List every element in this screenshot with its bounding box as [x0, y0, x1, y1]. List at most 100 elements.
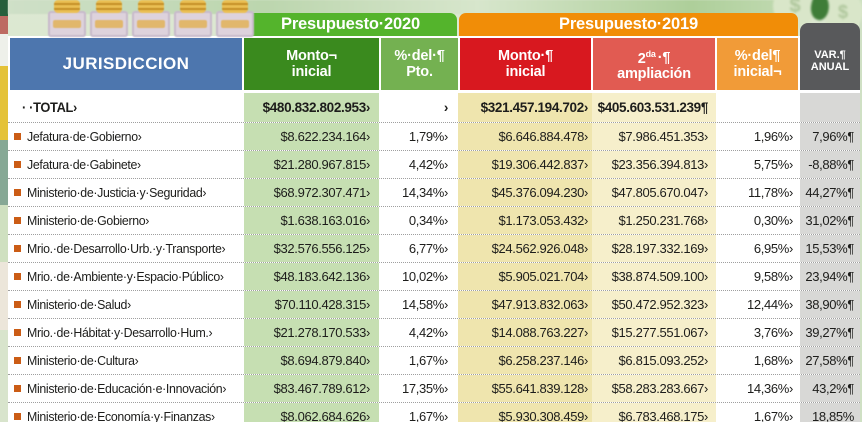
total-monto-2019: $321.457.194.702›	[458, 93, 592, 122]
bill-stack-icon	[216, 11, 254, 37]
bullet-icon	[14, 245, 21, 252]
monto-inicial-2019-value: $5.930.308.459›	[458, 403, 592, 422]
column-header-segunda-ampliacion: 2da ·¶ ampliación	[593, 38, 715, 90]
table-row: Ministerio·de·Salud› $70.110.428.315› 14…	[8, 291, 860, 319]
bullet-icon	[14, 217, 21, 224]
var-anual-value: 43,2%¶	[800, 375, 860, 402]
header-line: Monto¬	[286, 48, 337, 64]
total-pct-pto: ›	[443, 100, 449, 115]
table-row: Ministerio·de·Justicia·y·Seguridad› $68.…	[8, 179, 860, 207]
segunda-ampliacion-value: $6.815.093.252›	[592, 347, 716, 374]
pct-del-pto-value: 1,79%›	[408, 129, 448, 144]
row-label-cell: Jefatura·de·Gabinete›	[8, 151, 244, 178]
segunda-ampliacion-value: $50.472.952.323›	[592, 291, 716, 318]
jurisdiction-label: Ministerio·de·Gobierno›	[27, 213, 150, 228]
column-header-var-anual: VAR.¶ ANUAL	[800, 23, 860, 90]
pct-del-pto-value: 4,42%›	[408, 325, 448, 340]
row-label-cell: Ministerio·de·Economía·y·Finanzas›	[8, 403, 244, 422]
var-anual-value: 44,27%¶	[800, 179, 860, 206]
jurisdiction-label: Jefatura·de·Gabinete›	[27, 157, 141, 172]
monto-inicial-2020-value: $21.278.170.533›	[244, 319, 379, 346]
monto-inicial-2020-value: $21.280.967.815›	[244, 151, 379, 178]
header-line: %·del·¶	[394, 48, 445, 64]
pct-del-inicial-value: 1,67%›	[753, 409, 793, 422]
var-anual-value: 23,94%¶	[800, 263, 860, 290]
segunda-ampliacion-value: $47.805.670.047›	[592, 179, 716, 206]
monto-inicial-2020-value: $8.622.234.164›	[244, 123, 379, 150]
coin-stack-icon	[54, 0, 80, 13]
pct-del-pto-value: 6,77%›	[408, 241, 448, 256]
row-label-cell: Mrio.·de·Hábitat·y·Desarrollo·Hum.›	[8, 319, 244, 346]
column-header-monto-inicial-2019: Monto·¶ inicial	[460, 38, 591, 90]
segunda-ampliacion-value: $23.356.394.813›	[592, 151, 716, 178]
money-stacks-art	[48, 0, 256, 37]
monto-inicial-2020-value: $70.110.428.315›	[244, 291, 379, 318]
segunda-ampliacion-value: $7.986.451.353›	[592, 123, 716, 150]
group-header-presupuesto-2020: Presupuesto·2020	[244, 13, 457, 36]
bullet-icon	[14, 189, 21, 196]
monto-inicial-2019-value: $14.088.763.227›	[458, 319, 592, 346]
pct-del-inicial-value: 12,44%›	[747, 297, 793, 312]
jurisdiccion-label: JURISDICCION	[62, 54, 190, 73]
monto-inicial-2020-value: $8.694.879.840›	[244, 347, 379, 374]
header-line: inicial¬	[733, 64, 782, 80]
jurisdiction-label: Ministerio·de·Justicia·y·Seguridad›	[27, 185, 207, 200]
pct-del-pto-value: 14,58%›	[402, 297, 448, 312]
pct-del-pto-value: 14,34%›	[402, 185, 448, 200]
bill-stack-icon	[90, 11, 128, 37]
total-label: · ·TOTAL›	[22, 100, 77, 115]
row-label-cell: Mrio.·de·Desarrollo·Urb.·y·Transporte›	[8, 235, 244, 262]
monto-inicial-2019-value: $45.376.094.230›	[458, 179, 592, 206]
row-label-cell: Jefatura·de·Gobierno›	[8, 123, 244, 150]
var-anual-value: 39,27%¶	[800, 319, 860, 346]
bill-stack-icon	[132, 11, 170, 37]
left-edge-photo-sliver	[0, 0, 8, 422]
segunda-ampliacion-value: $15.277.551.067›	[592, 319, 716, 346]
table-row: Ministerio·de·Economía·y·Finanzas› $8.06…	[8, 403, 860, 422]
monto-inicial-2020-value: $1.638.163.016›	[244, 207, 379, 234]
pct-del-pto-value: 0,34%›	[408, 213, 448, 228]
monto-inicial-2019-value: $55.641.839.128›	[458, 375, 592, 402]
monto-inicial-2020-value: $68.972.307.471›	[244, 179, 379, 206]
header-line: ANUAL	[810, 61, 850, 73]
pct-del-inicial-value: 3,76%›	[753, 325, 793, 340]
var-anual-value: 38,90%¶	[800, 291, 860, 318]
jurisdiction-label: Mrio.·de·Ambiente·y·Espacio·Público›	[27, 269, 224, 284]
var-anual-value: 27,58%¶	[800, 347, 860, 374]
jurisdiction-label: Mrio.·de·Hábitat·y·Desarrollo·Hum.›	[27, 325, 213, 340]
var-anual-value: -8,88%¶	[800, 151, 860, 178]
jurisdiction-label: Ministerio·de·Economía·y·Finanzas›	[27, 409, 215, 422]
bullet-icon	[14, 413, 21, 420]
header-line: inicial	[505, 64, 546, 80]
monto-inicial-2020-value: $32.576.556.125›	[244, 235, 379, 262]
pct-del-inicial-value: 14,36%›	[747, 381, 793, 396]
monto-inicial-2020-value: $8.062.684.626›	[244, 403, 379, 422]
jurisdiction-label: Ministerio·de·Salud›	[27, 297, 131, 312]
header-line: 2da ·¶	[637, 46, 671, 67]
header-line: Monto·¶	[498, 48, 553, 64]
monto-inicial-2019-value: $5.905.021.704›	[458, 263, 592, 290]
hidden-char-mark: ·¶	[657, 50, 671, 67]
ampliacion-superscript: da	[645, 48, 656, 59]
coin-stack-icon	[96, 0, 122, 13]
group-2020-label: Presupuesto·2020	[281, 15, 420, 33]
table-row: Jefatura·de·Gobierno› $8.622.234.164› 1,…	[8, 123, 860, 151]
jurisdiction-label: Ministerio·de·Cultura›	[27, 353, 139, 368]
var-anual-value: 15,53%¶	[800, 235, 860, 262]
segunda-ampliacion-value: $6.783.468.175›	[592, 403, 716, 422]
total-pct-inicial	[716, 93, 798, 122]
row-label-cell: Ministerio·de·Cultura›	[8, 347, 244, 374]
pct-del-inicial-value: 6,95%›	[753, 241, 793, 256]
ampliacion-number: 2	[637, 50, 646, 67]
pct-del-pto-value: 1,67%›	[408, 409, 448, 422]
table-row: Jefatura·de·Gabinete› $21.280.967.815› 4…	[8, 151, 860, 179]
var-anual-value: 18,85%	[800, 403, 860, 422]
table-row: Ministerio·de·Cultura› $8.694.879.840› 1…	[8, 347, 860, 375]
pct-del-pto-value: 1,67%›	[408, 353, 448, 368]
bullet-icon	[14, 357, 21, 364]
coin-stack-icon	[138, 0, 164, 13]
bullet-icon	[14, 273, 21, 280]
table-panel	[8, 36, 860, 422]
bullet-icon	[14, 329, 21, 336]
var-anual-value: 7,96%¶	[800, 123, 860, 150]
